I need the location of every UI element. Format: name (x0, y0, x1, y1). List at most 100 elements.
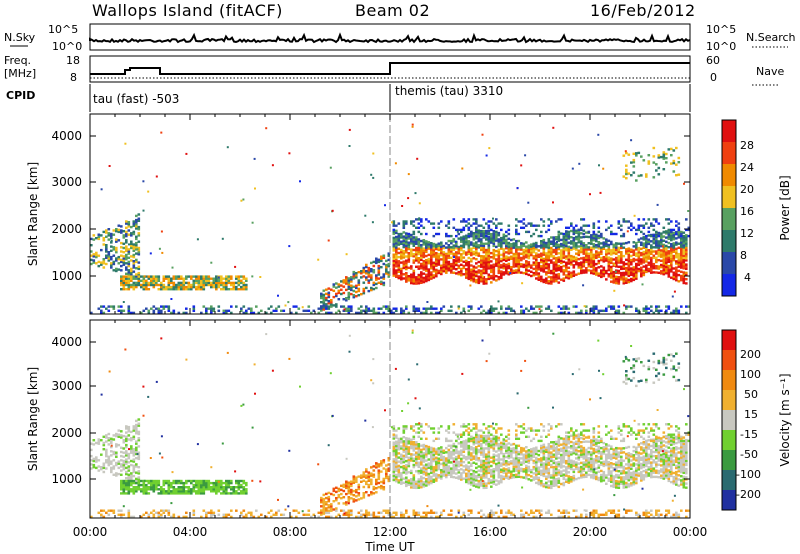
power-cell (227, 277, 231, 280)
velocity-cell (190, 488, 193, 491)
velocity-cell (400, 515, 403, 519)
power-cell (632, 249, 636, 252)
power-cell (592, 230, 596, 234)
velocity-cell (360, 497, 363, 500)
power-cell (120, 246, 123, 249)
velocity-cell (352, 475, 356, 478)
power-cell (270, 311, 273, 315)
power-cell (512, 259, 516, 262)
power-cell (672, 233, 676, 237)
power-cell (460, 246, 463, 250)
power-cell (507, 248, 511, 251)
velocity-cell (90, 463, 93, 466)
velocity-cell (237, 479, 241, 483)
power-cell (462, 241, 466, 245)
power-cell (517, 267, 521, 270)
power-cell (322, 308, 326, 311)
power-cell (482, 251, 486, 254)
velocity-cell (117, 466, 121, 470)
power-cell (472, 218, 476, 221)
power-cell (505, 255, 508, 258)
power-cell (117, 228, 121, 232)
power-cell (457, 228, 461, 232)
power-cell (117, 258, 121, 261)
power-cell (640, 268, 643, 272)
velocity-cell (242, 492, 246, 495)
power-cell (680, 247, 683, 250)
power-cell (400, 267, 403, 271)
power-cell (417, 278, 421, 281)
power-cell (672, 250, 676, 253)
power-cell (450, 271, 453, 274)
power-cell (325, 292, 328, 296)
velocity-cell (395, 457, 398, 460)
velocity-cell (207, 481, 211, 485)
power-cell (560, 268, 563, 271)
power-cell (615, 279, 618, 283)
power-cell (537, 274, 541, 277)
power-cell (272, 309, 276, 312)
velocity-cell (105, 454, 108, 458)
velocity-cell (227, 479, 231, 483)
power-cell (485, 229, 488, 233)
power-cell (215, 288, 218, 291)
power-cell (162, 275, 166, 278)
velocity-cell (135, 423, 138, 427)
velocity-cell (400, 445, 403, 448)
power-cell (470, 260, 473, 263)
power-cell (120, 277, 123, 280)
velocity-cell (367, 477, 371, 480)
power-cell (455, 251, 458, 254)
velocity-cell (125, 492, 128, 495)
velocity-cell (420, 477, 423, 481)
power-cell (630, 161, 633, 164)
velocity-cell (480, 515, 483, 519)
velocity-cell (467, 480, 471, 483)
velocity-cell (325, 492, 328, 496)
power-cell (367, 266, 371, 270)
power-cell (477, 281, 481, 285)
power-cell (480, 261, 483, 264)
power-cell (367, 289, 371, 293)
power-cell (635, 244, 638, 247)
power-cell (425, 277, 428, 281)
velocity-cell (530, 511, 533, 514)
velocity-cell (405, 509, 408, 512)
velocity-cell (377, 473, 381, 476)
power-axis-ticks (89, 114, 691, 314)
velocity-cell (212, 511, 216, 514)
power-cell (522, 226, 526, 229)
power-cell (542, 238, 546, 242)
velocity-cell (365, 513, 368, 516)
velocity-cell (127, 475, 131, 478)
power-cell (507, 271, 511, 274)
velocity-cell (135, 488, 138, 491)
velocity-cell (110, 466, 113, 470)
freq-panel: Freq. [MHz] 18 8 60 0 Nave (4, 54, 784, 86)
power-cell (650, 222, 653, 225)
power-cell (325, 307, 328, 310)
power-cell (587, 248, 591, 251)
velocity-cell (242, 490, 246, 493)
power-cell (115, 269, 118, 273)
power-cell (337, 283, 341, 286)
power-cell (395, 275, 398, 278)
power-cell (600, 234, 603, 238)
power-cell (477, 254, 481, 257)
power-cell (380, 276, 383, 279)
velocity-cell (97, 438, 101, 441)
power-cell (582, 229, 586, 232)
velocity-cell (135, 419, 138, 423)
power-cell (445, 234, 448, 238)
power-cell (477, 233, 481, 236)
power-cell (130, 225, 133, 229)
power-cell (170, 311, 173, 315)
velocity-cell (100, 466, 103, 469)
power-cell (122, 277, 126, 280)
power-cell (542, 247, 546, 250)
power-cell (557, 218, 561, 221)
velocity-cell (390, 515, 393, 519)
velocity-cell (440, 511, 443, 514)
velocity-cell (407, 460, 411, 464)
power-cell (355, 295, 358, 298)
